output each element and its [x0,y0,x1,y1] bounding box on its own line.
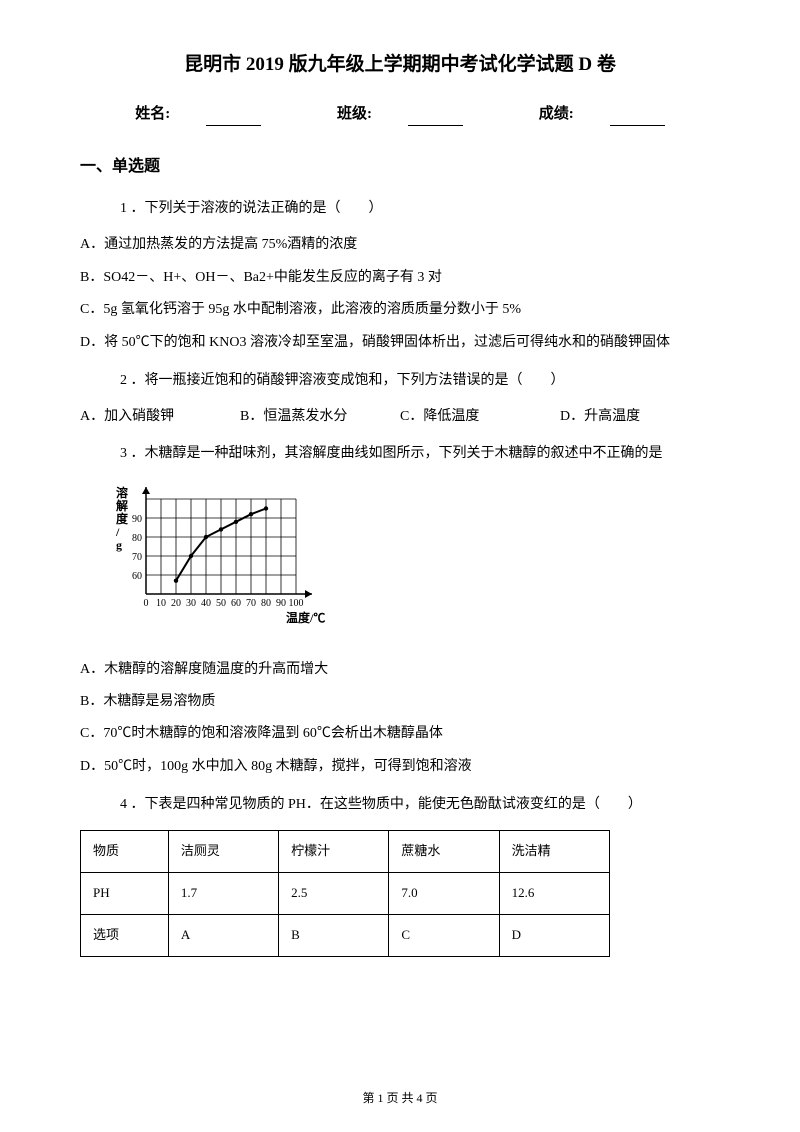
svg-text:g: g [116,538,122,552]
solubility-chart: 010203040506070809010060708090溶解度/g温度/℃ [108,479,720,642]
cell: 洁厕灵 [168,831,278,873]
ph-table: 物质 洁厕灵 柠檬汁 蔗糖水 洗洁精 PH 1.7 2.5 7.0 12.6 选… [80,830,610,956]
q2-d: D．升高温度 [560,406,720,428]
q1-b: B．SO42－、H+、OH－、Ba2+中能发生反应的离子有 3 对 [80,267,720,289]
svg-text:50: 50 [216,598,226,609]
svg-text:90: 90 [276,598,286,609]
q1-c: C．5g 氢氧化钙溶于 95g 水中配制溶液，此溶液的溶质质量分数小于 5% [80,299,720,321]
cell: 1.7 [168,873,278,915]
q3-c: C．70℃时木糖醇的饱和溶液降温到 60℃会析出木糖醇晶体 [80,723,720,745]
q2-b: B．恒温蒸发水分 [240,406,400,428]
cell: PH [81,873,169,915]
svg-text:30: 30 [186,598,196,609]
name-label: 姓名: [135,106,170,122]
svg-text:60: 60 [231,598,241,609]
q3-b: B．木糖醇是易溶物质 [80,691,720,713]
cell: 选项 [81,915,169,957]
q2-options: A．加入硝酸钾 B．恒温蒸发水分 C．降低温度 D．升高温度 [80,406,720,428]
q1-a: A．通过加热蒸发的方法提高 75%酒精的浓度 [80,234,720,256]
svg-text:度: 度 [116,511,129,526]
q2-a: A．加入硝酸钾 [80,406,240,428]
svg-text:40: 40 [201,598,211,609]
page-footer: 第 1 页 共 4 页 [0,1089,800,1108]
svg-text:温度/℃: 温度/℃ [286,610,325,625]
class-label: 班级: [337,106,372,122]
section-title: 一、单选题 [80,154,720,180]
svg-text:10: 10 [156,598,166,609]
svg-text:90: 90 [132,514,142,525]
cell: 7.0 [389,873,499,915]
info-line: 姓名: 班级: 成绩: [80,102,720,126]
q2-c: C．降低温度 [400,406,560,428]
svg-text:80: 80 [132,533,142,544]
q1-d: D．将 50℃下的饱和 KNO3 溶液冷却至室温，硝酸钾固体析出，过滤后可得纯水… [80,332,720,354]
q3-a: A．木糖醇的溶解度随温度的升高而增大 [80,659,720,681]
svg-text:80: 80 [261,598,271,609]
cell: C [389,915,499,957]
cell: 物质 [81,831,169,873]
cell: 2.5 [279,873,389,915]
svg-text:70: 70 [132,552,142,563]
svg-text:60: 60 [132,571,142,582]
cell: B [279,915,389,957]
q4-stem: 4 ．下表是四种常见物质的 PH．在这些物质中，能使无色酚酞试液变红的是（ ） [80,794,720,816]
q1-stem: 1 ．下列关于溶液的说法正确的是（ ） [80,198,720,220]
svg-text:0: 0 [144,598,149,609]
score-blank[interactable] [610,110,665,126]
svg-text:/: / [115,525,120,539]
cell: 洗洁精 [499,831,609,873]
table-row: 选项 A B C D [81,915,610,957]
name-blank[interactable] [206,110,261,126]
svg-text:70: 70 [246,598,256,609]
table-row: PH 1.7 2.5 7.0 12.6 [81,873,610,915]
score-label: 成绩: [539,106,574,122]
svg-text:100: 100 [289,598,304,609]
q2-stem: 2 ．将一瓶接近饱和的硝酸钾溶液变成饱和，下列方法错误的是（ ） [80,370,720,392]
class-blank[interactable] [408,110,463,126]
cell: A [168,915,278,957]
cell: D [499,915,609,957]
q3-stem: 3 ．木糖醇是一种甜味剂，其溶解度曲线如图所示，下列关于木糖醇的叙述中不正确的是 [80,443,720,465]
cell: 蔗糖水 [389,831,499,873]
svg-text:解: 解 [116,498,128,513]
page-title: 昆明市 2019 版九年级上学期期中考试化学试题 D 卷 [80,50,720,80]
q3-d: D．50℃时，100g 水中加入 80g 木糖醇，搅拌，可得到饱和溶液 [80,756,720,778]
cell: 12.6 [499,873,609,915]
svg-text:溶: 溶 [116,485,128,500]
cell: 柠檬汁 [279,831,389,873]
svg-text:20: 20 [171,598,181,609]
table-row: 物质 洁厕灵 柠檬汁 蔗糖水 洗洁精 [81,831,610,873]
